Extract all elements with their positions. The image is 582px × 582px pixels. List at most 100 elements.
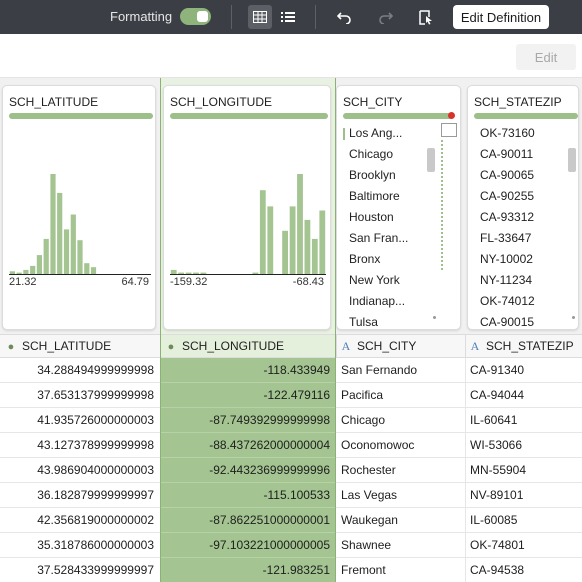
- table-cell-lon[interactable]: -121.983251: [160, 558, 336, 582]
- table-cell-lat[interactable]: 42.356819000000002: [0, 508, 160, 533]
- table-cell-city[interactable]: Las Vegas: [336, 483, 465, 508]
- profile-value-item[interactable]: NY-10002: [474, 249, 535, 270]
- page-settings-icon[interactable]: [413, 5, 437, 29]
- table-cell-lat[interactable]: 43.986904000000003: [0, 458, 160, 483]
- histogram-bar[interactable]: [36, 255, 42, 274]
- histogram-bar[interactable]: [90, 267, 97, 274]
- table-cell-lat[interactable]: 36.182879999999997: [0, 483, 160, 508]
- profile-value-item[interactable]: CA-90065: [474, 165, 535, 186]
- column-header-latitude[interactable]: ● SCH_LATITUDE: [0, 334, 160, 358]
- profile-value-item[interactable]: CA-90255: [474, 186, 535, 207]
- profile-value-item[interactable]: Indianap...: [343, 291, 408, 312]
- table-cell-lon[interactable]: -118.433949: [160, 358, 336, 383]
- profile-value-item[interactable]: Los Ang...: [343, 123, 408, 144]
- column-header-statezip[interactable]: A SCH_STATEZIP: [465, 334, 582, 358]
- table-view-icon[interactable]: [248, 5, 272, 29]
- profile-card-statezip[interactable]: SCH_STATEZIP OK-73160 CA-90011 CA-90065 CA-…: [467, 85, 579, 330]
- histogram-bar[interactable]: [319, 210, 326, 275]
- formatting-toggle[interactable]: [180, 8, 211, 25]
- histogram-bar[interactable]: [170, 269, 177, 274]
- histogram-bar[interactable]: [185, 272, 192, 274]
- histogram-bar[interactable]: [304, 219, 311, 274]
- resize-handle[interactable]: [433, 316, 436, 319]
- histogram-bar[interactable]: [178, 272, 184, 274]
- sort-selector[interactable]: [441, 123, 457, 137]
- table-cell-lon[interactable]: -97.103221000000005: [160, 533, 336, 558]
- undo-icon[interactable]: [333, 5, 357, 29]
- histogram-bar[interactable]: [259, 190, 266, 274]
- profile-value-item[interactable]: San Fran...: [343, 228, 408, 249]
- histogram-bar[interactable]: [57, 192, 63, 274]
- histogram-bar[interactable]: [9, 271, 15, 274]
- table-cell-lat[interactable]: 41.935726000000003: [0, 408, 160, 433]
- table-cell-city[interactable]: Pacifica: [336, 383, 465, 408]
- table-cell-zip[interactable]: CA-91340: [465, 358, 582, 383]
- profile-value-item[interactable]: Baltimore: [343, 186, 408, 207]
- redo-icon[interactable]: [373, 5, 397, 29]
- resize-handle[interactable]: [572, 316, 575, 319]
- histogram-bar[interactable]: [63, 229, 70, 274]
- profile-value-item[interactable]: Brooklyn: [343, 165, 408, 186]
- table-cell-lat[interactable]: 43.127378999999998: [0, 433, 160, 458]
- table-cell-lon[interactable]: -87.862251000000001: [160, 508, 336, 533]
- table-cell-zip[interactable]: NV-89101: [465, 483, 582, 508]
- column-header-city[interactable]: A SCH_CITY: [336, 334, 465, 358]
- table-cell-zip[interactable]: MN-55904: [465, 458, 582, 483]
- histogram-bar[interactable]: [70, 214, 76, 275]
- histogram-bar[interactable]: [289, 206, 296, 274]
- profile-value-item[interactable]: OK-73160: [474, 123, 535, 144]
- profile-value-item[interactable]: FL-33647: [474, 228, 535, 249]
- profile-value-item[interactable]: CA-90015: [474, 312, 535, 329]
- table-cell-lat[interactable]: 35.318786000000003: [0, 533, 160, 558]
- histogram-bar[interactable]: [43, 238, 49, 274]
- table-cell-zip[interactable]: CA-94044: [465, 383, 582, 408]
- profile-value-item[interactable]: Chicago: [343, 144, 408, 165]
- table-cell-city[interactable]: Rochester: [336, 458, 465, 483]
- table-cell-lon[interactable]: -88.437262000000004: [160, 433, 336, 458]
- table-cell-zip[interactable]: CA-94538: [465, 558, 582, 582]
- table-cell-zip[interactable]: IL-60085: [465, 508, 582, 533]
- histogram-bar[interactable]: [50, 174, 56, 274]
- profile-value-item[interactable]: Bronx: [343, 249, 408, 270]
- table-cell-lon[interactable]: -92.443236999999996: [160, 458, 336, 483]
- profile-value-item[interactable]: New York: [343, 270, 408, 291]
- profile-card-latitude[interactable]: SCH_LATITUDE 21.32 64.79: [2, 85, 156, 330]
- profile-value-item[interactable]: OK-74012: [474, 291, 535, 312]
- histogram-bar[interactable]: [16, 272, 22, 274]
- histogram-bar[interactable]: [84, 263, 90, 274]
- profile-value-item[interactable]: CA-93312: [474, 207, 535, 228]
- profile-value-item[interactable]: Tulsa: [343, 312, 408, 329]
- profile-value-item[interactable]: NY-11234: [474, 270, 535, 291]
- histogram-bar[interactable]: [23, 269, 29, 274]
- latitude-histogram[interactable]: [3, 86, 156, 330]
- table-cell-city[interactable]: Oconomowoc: [336, 433, 465, 458]
- table-cell-lat[interactable]: 37.528433999999997: [0, 558, 160, 582]
- edit-definition-button[interactable]: Edit Definition: [453, 5, 549, 29]
- histogram-bar[interactable]: [267, 206, 274, 274]
- table-cell-city[interactable]: Shawnee: [336, 533, 465, 558]
- histogram-bar[interactable]: [200, 272, 207, 274]
- histogram-bar[interactable]: [30, 265, 36, 274]
- table-cell-zip[interactable]: WI-53066: [465, 433, 582, 458]
- scrollbar-thumb[interactable]: [568, 148, 576, 172]
- table-cell-zip[interactable]: OK-74801: [465, 533, 582, 558]
- table-cell-lon[interactable]: -122.479116: [160, 383, 336, 408]
- histogram-bar[interactable]: [282, 230, 288, 274]
- profile-card-longitude[interactable]: SCH_LONGITUDE -159.32 -68.43: [163, 85, 331, 330]
- histogram-bar[interactable]: [193, 272, 199, 274]
- histogram-bar[interactable]: [252, 272, 259, 274]
- table-cell-lat[interactable]: 34.288494999999998: [0, 358, 160, 383]
- scrollbar-thumb[interactable]: [427, 148, 435, 172]
- histogram-bar[interactable]: [77, 240, 83, 274]
- edit-button[interactable]: Edit: [516, 44, 576, 70]
- histogram-bar[interactable]: [297, 174, 303, 274]
- longitude-histogram[interactable]: [164, 86, 331, 330]
- table-cell-city[interactable]: Waukegan: [336, 508, 465, 533]
- table-cell-lat[interactable]: 37.653137999999998: [0, 383, 160, 408]
- table-cell-zip[interactable]: IL-60641: [465, 408, 582, 433]
- profile-value-item[interactable]: CA-90011: [474, 144, 535, 165]
- table-cell-lon[interactable]: -115.100533: [160, 483, 336, 508]
- list-view-icon[interactable]: [276, 5, 300, 29]
- column-header-longitude[interactable]: ● SCH_LONGITUDE: [160, 334, 336, 358]
- table-cell-lon[interactable]: -87.749392999999998: [160, 408, 336, 433]
